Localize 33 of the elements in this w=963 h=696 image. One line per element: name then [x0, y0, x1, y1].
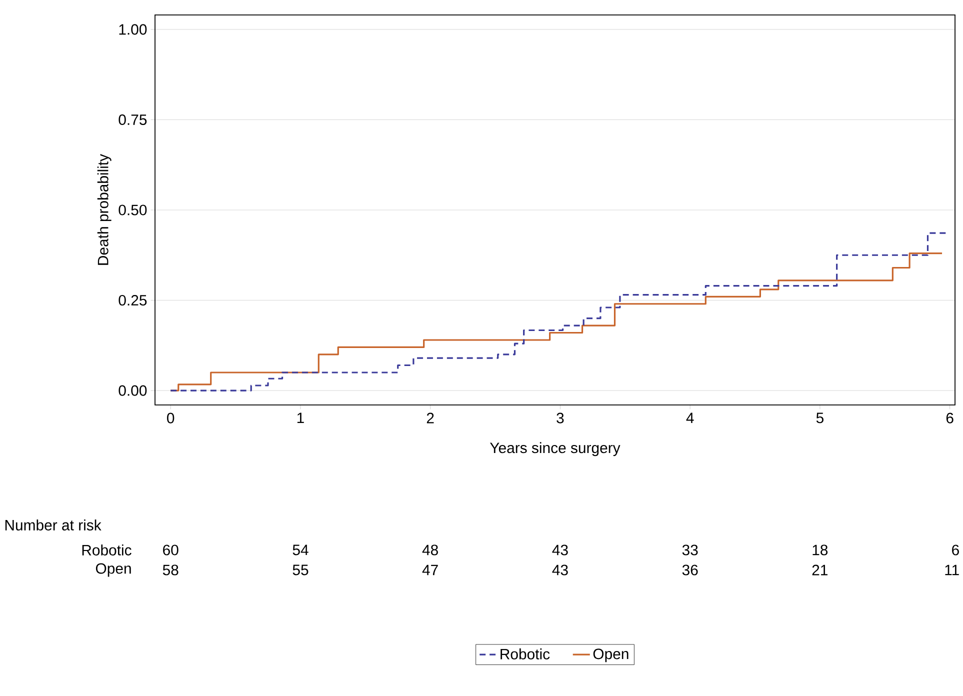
text: 6	[952, 544, 959, 556]
text: 36	[682, 564, 698, 576]
x-tick-label: 3	[556, 412, 564, 424]
text: 54	[292, 544, 308, 556]
text: 21	[812, 564, 828, 576]
text: 11	[945, 564, 959, 576]
y-tick-label: 1.00	[119, 24, 147, 35]
x-tick-label: 1	[297, 412, 304, 424]
text: Robotic	[82, 544, 132, 556]
legend-label: Robotic	[500, 648, 550, 660]
text: 58	[162, 564, 178, 576]
text: 33	[682, 544, 698, 556]
text: 48	[422, 544, 438, 556]
text: Number at risk	[5, 520, 102, 530]
x-tick-label: 5	[816, 412, 824, 424]
x-tick-label: 4	[686, 412, 694, 424]
text: 55	[292, 564, 308, 576]
text: 43	[552, 564, 568, 576]
y-tick-label: 0.50	[118, 204, 147, 216]
text: 43	[552, 544, 568, 556]
x-tick-label: 6	[946, 412, 954, 424]
y-tick-label: 0.75	[118, 114, 147, 125]
text: 47	[422, 564, 438, 576]
y-axis-title: Death probability	[97, 154, 112, 265]
text: 18	[812, 544, 828, 556]
text: 60	[163, 544, 178, 556]
x-tick-label: 2	[426, 412, 434, 424]
x-axis-title: Years since surgery	[490, 442, 620, 456]
y-tick-label: 0.25	[118, 294, 147, 306]
x-tick-label: 0	[167, 412, 174, 424]
y-tick-label: 0.00	[118, 385, 147, 396]
text: Open	[96, 563, 131, 577]
legend-label: Open	[593, 648, 628, 662]
